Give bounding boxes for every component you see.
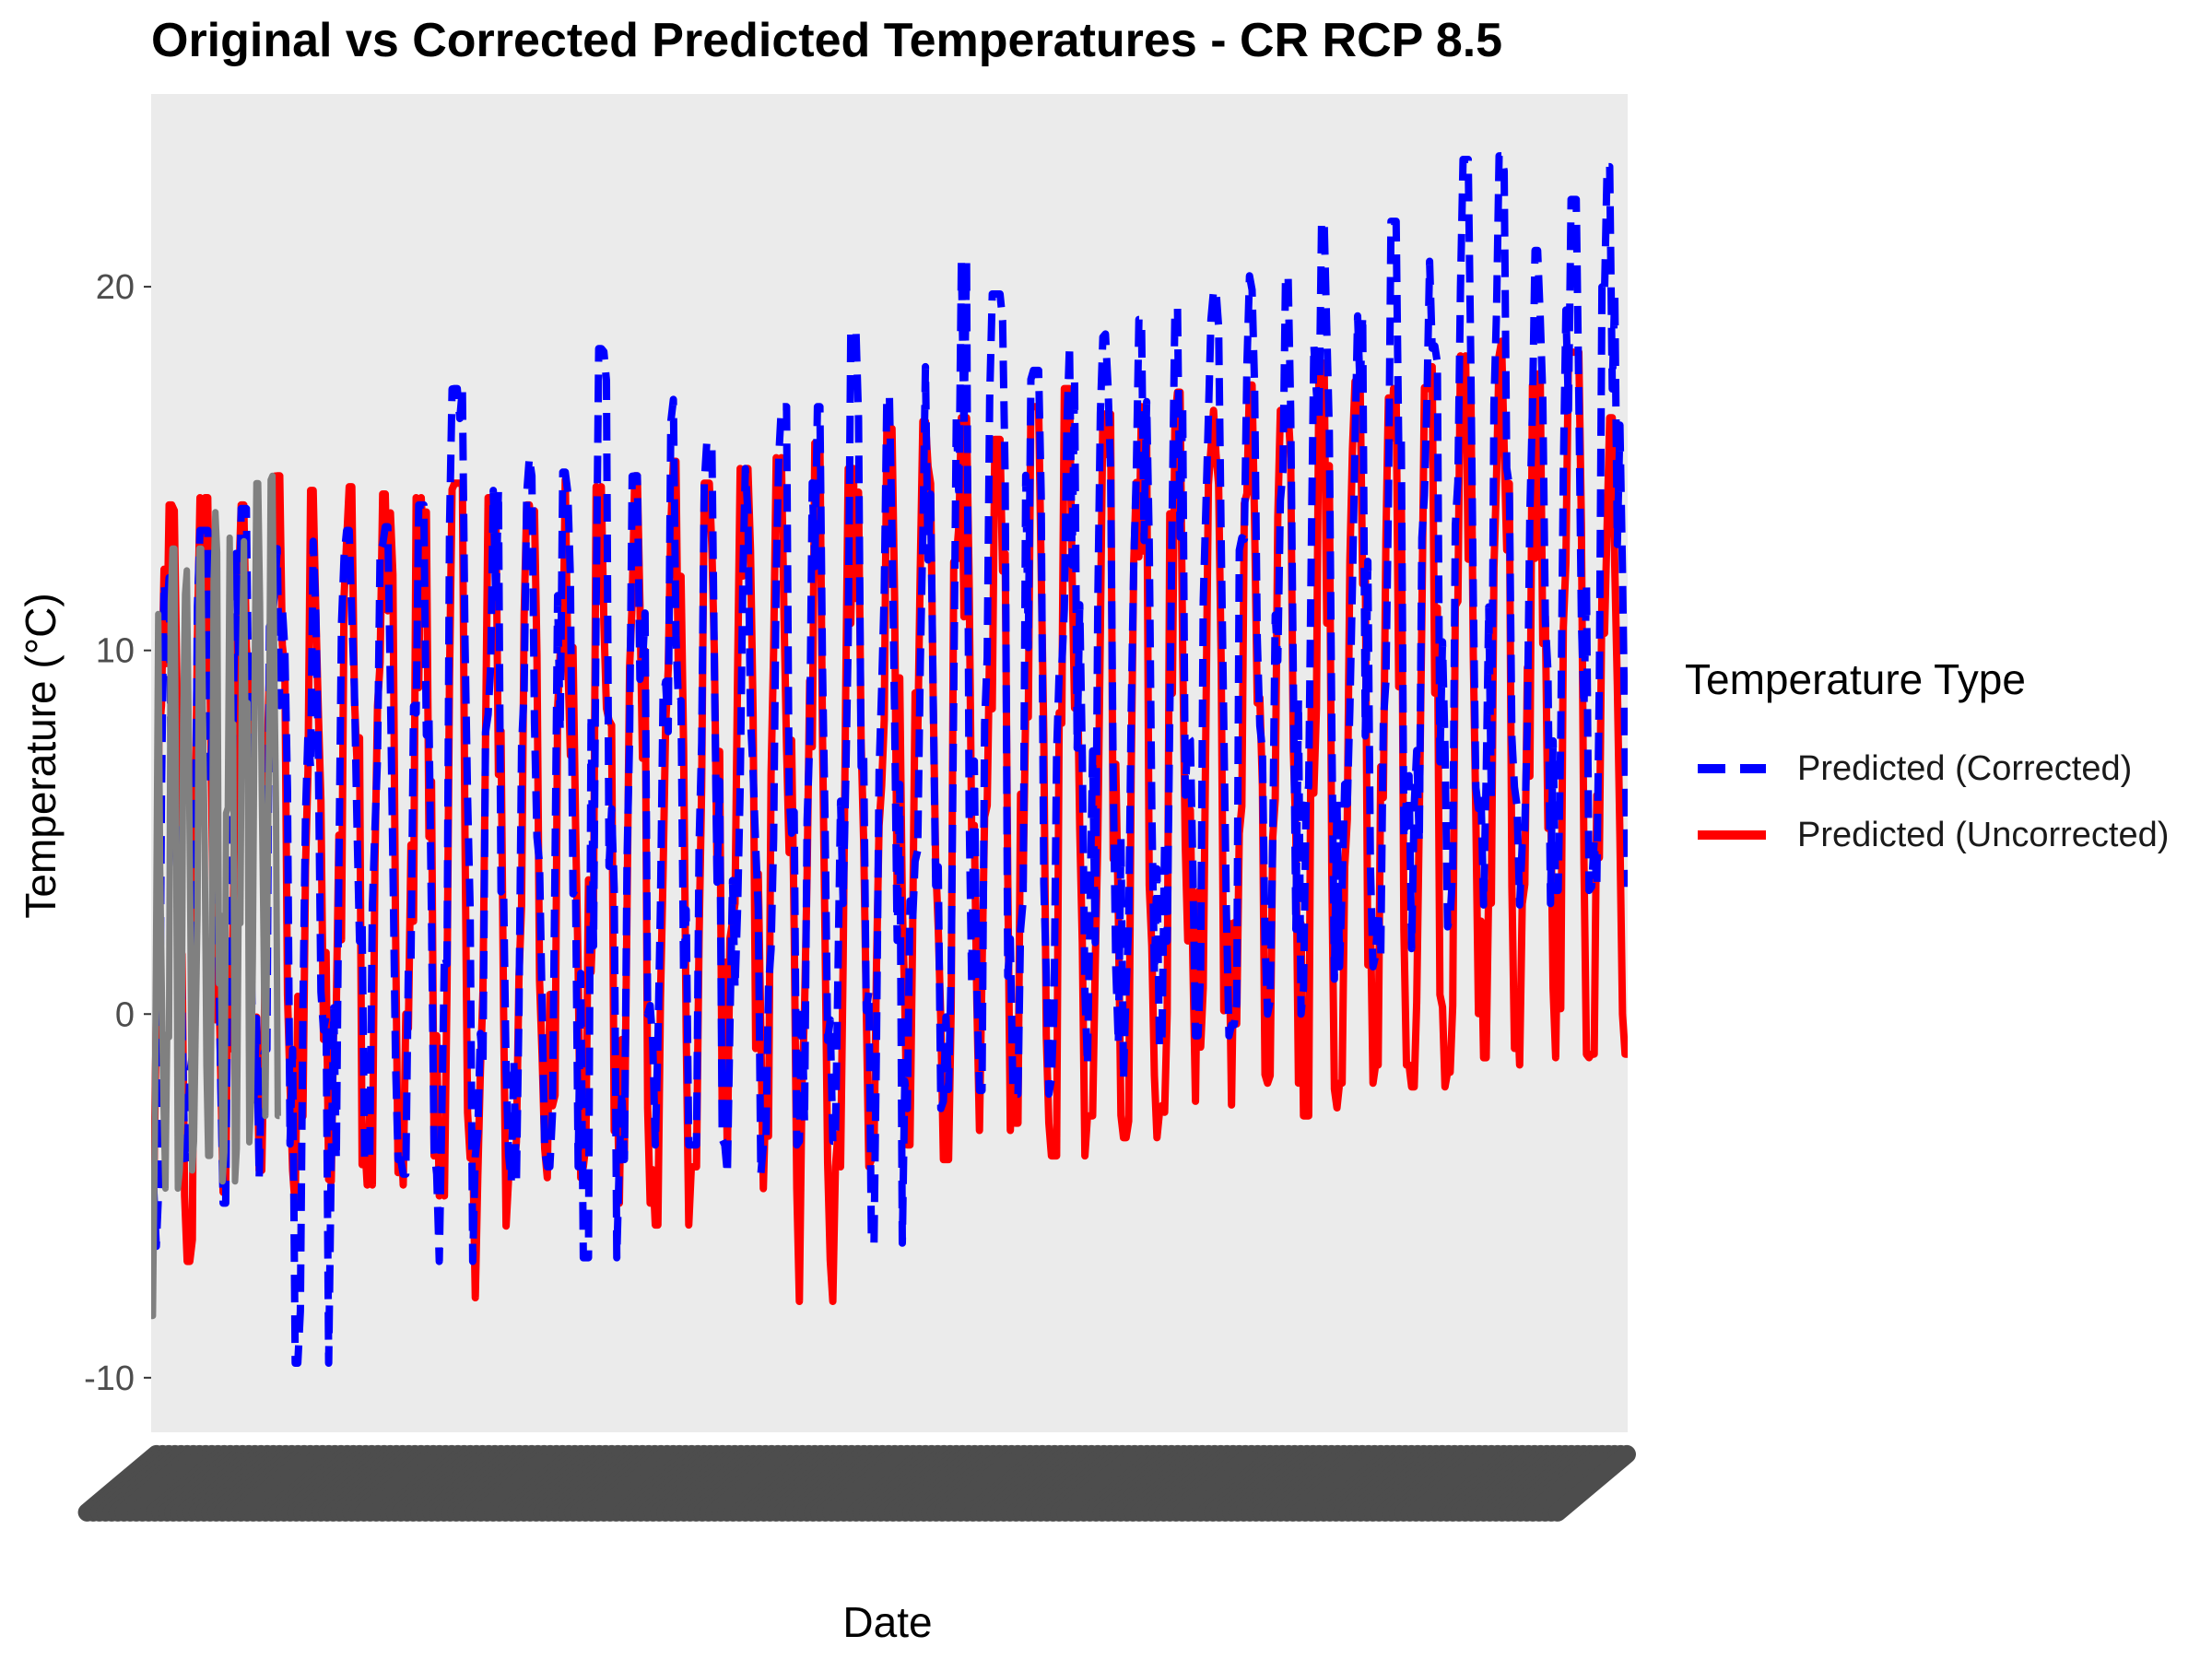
x-axis-label-text: Date — [842, 1598, 933, 1646]
legend-title: Temperature Type — [1685, 655, 2026, 703]
y-tick-label: 10 — [96, 632, 135, 671]
chart-title: Original vs Corrected Predicted Temperat… — [151, 14, 1503, 67]
legend: Temperature Type Predicted (Corrected) Pr… — [1685, 654, 2169, 868]
y-axis: -10 0 10 20 — [84, 268, 151, 1398]
legend-label: Predicted (Uncorrected) — [1797, 815, 2170, 854]
y-tick-label: -10 — [84, 1359, 135, 1398]
series-line-predicted-corrected — [151, 152, 1628, 1367]
legend-items: Predicted (Corrected) Predicted (Uncorrec… — [1685, 735, 2169, 868]
legend-item: Predicted (Uncorrected) — [1685, 802, 2169, 868]
legend-key — [1698, 764, 1766, 773]
y-tick-label: 20 — [96, 268, 135, 307]
legend-label: Predicted (Corrected) — [1797, 748, 2133, 788]
x-axis-tick-labels — [77, 1444, 1636, 1522]
series-line-original — [151, 472, 281, 1320]
y-tick-label: 0 — [115, 995, 135, 1034]
x-tick-label — [1547, 1444, 1636, 1522]
legend-key — [1698, 830, 1766, 840]
legend-item: Predicted (Corrected) — [1685, 735, 2169, 802]
y-axis-label-text: Temperature (°C) — [17, 593, 65, 919]
series-layer — [151, 152, 1628, 1367]
